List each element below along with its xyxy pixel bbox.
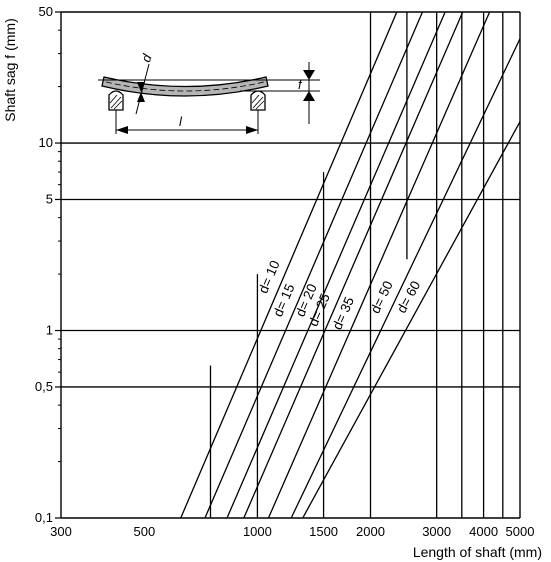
x-tick-label: 4000 xyxy=(469,524,498,539)
x-tick-label: 2000 xyxy=(356,524,385,539)
sag-label: f xyxy=(298,77,303,92)
x-tick-label: 1500 xyxy=(309,524,338,539)
series-line xyxy=(267,11,491,519)
y-tick-label: 5 xyxy=(46,191,53,206)
left-support xyxy=(108,90,124,111)
x-tick-label: 500 xyxy=(133,524,155,539)
tick-labels: 0,1 0,5 1 5 10 50 300 500 1000 1500 2000 3000 4000 50… xyxy=(35,4,535,539)
series-line xyxy=(180,11,398,519)
x-tick-label: 300 xyxy=(50,524,72,539)
y-tick-label: 50 xyxy=(39,4,53,19)
y-axis-title: Shaft sag f (mm) xyxy=(2,18,18,121)
series-line xyxy=(302,121,521,519)
series-lines: d= 10d= 15d= 20d= 25d= 35 d= 50d= 60 xyxy=(180,11,521,519)
series-line xyxy=(226,11,446,519)
grid-lines xyxy=(61,12,520,518)
y-tick-label: 10 xyxy=(39,135,53,150)
shaft-sag-diagram: l d f xyxy=(98,52,320,134)
x-tick-label: 1000 xyxy=(243,524,272,539)
right-support xyxy=(250,90,266,111)
x-tick-label: 5000 xyxy=(506,524,535,539)
plot-frame xyxy=(55,11,521,519)
y-tick-label: 0,1 xyxy=(35,510,53,525)
series-line xyxy=(204,11,424,519)
shaft-beam xyxy=(101,76,269,97)
length-label: l xyxy=(179,114,183,129)
x-axis-title: Length of shaft (mm) xyxy=(413,544,542,560)
diameter-indicator xyxy=(135,63,150,115)
series-line xyxy=(243,11,464,519)
series-line xyxy=(290,38,521,519)
y-tick-label: 1 xyxy=(46,323,53,338)
sag-indicator xyxy=(303,62,315,124)
y-tick-label: 0,5 xyxy=(35,379,53,394)
x-tick-label: 3000 xyxy=(422,524,451,539)
length-dimension xyxy=(115,110,259,134)
